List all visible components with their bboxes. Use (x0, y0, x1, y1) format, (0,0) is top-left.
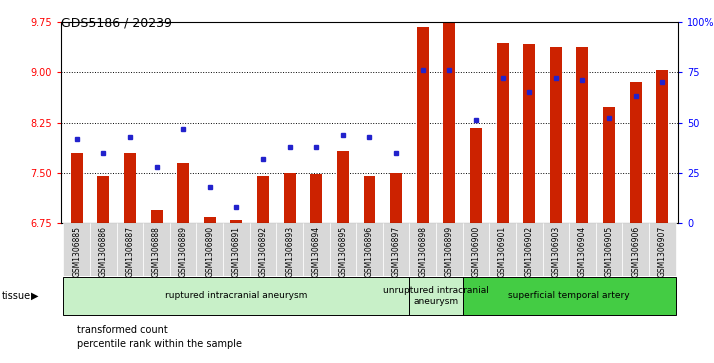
Text: superficial temporal artery: superficial temporal artery (508, 291, 630, 300)
Bar (303, 223, 330, 276)
Bar (443, 22, 456, 223)
Text: GSM1306887: GSM1306887 (126, 226, 134, 277)
Bar (250, 223, 276, 276)
Text: GSM1306898: GSM1306898 (418, 226, 427, 277)
Text: GSM1306889: GSM1306889 (178, 226, 188, 277)
Text: GSM1306896: GSM1306896 (365, 226, 374, 277)
Bar (550, 46, 562, 223)
Bar (116, 223, 144, 276)
Text: GSM1306892: GSM1306892 (258, 226, 268, 277)
Bar (595, 223, 623, 276)
Text: GSM1306886: GSM1306886 (99, 226, 108, 277)
Bar (383, 223, 409, 276)
Text: GSM1306901: GSM1306901 (498, 226, 507, 277)
Bar (356, 223, 383, 276)
Text: GSM1306894: GSM1306894 (312, 226, 321, 277)
Bar (276, 223, 303, 276)
Bar (170, 223, 196, 276)
Bar (436, 223, 463, 276)
Text: GSM1306891: GSM1306891 (232, 226, 241, 277)
Bar (603, 107, 615, 223)
Bar (516, 223, 543, 276)
Bar (311, 174, 322, 223)
Bar (97, 176, 109, 223)
Text: GSM1306906: GSM1306906 (631, 226, 640, 277)
Bar (649, 223, 675, 276)
Bar (630, 82, 642, 223)
Bar (124, 153, 136, 223)
Text: GSM1306888: GSM1306888 (152, 226, 161, 277)
Text: GSM1306900: GSM1306900 (471, 226, 481, 277)
Bar (569, 223, 595, 276)
Text: tissue: tissue (2, 291, 31, 301)
Bar (231, 220, 242, 223)
Text: GSM1306904: GSM1306904 (578, 226, 587, 277)
Bar (223, 223, 250, 276)
Bar (196, 223, 223, 276)
Bar (144, 223, 170, 276)
Text: ▶: ▶ (31, 291, 39, 301)
Bar (363, 176, 376, 223)
Bar (203, 217, 216, 223)
Bar (656, 70, 668, 223)
Bar (523, 44, 536, 223)
Bar (90, 223, 116, 276)
Bar (489, 223, 516, 276)
Bar (390, 173, 402, 223)
Bar (470, 128, 482, 223)
Text: GSM1306885: GSM1306885 (72, 226, 81, 277)
Bar (283, 173, 296, 223)
Bar (623, 223, 649, 276)
Text: ruptured intracranial aneurysm: ruptured intracranial aneurysm (165, 291, 308, 300)
Bar (257, 176, 269, 223)
Bar (417, 27, 428, 223)
Bar (177, 163, 189, 223)
Bar (64, 277, 409, 315)
Bar (71, 153, 83, 223)
Bar (151, 210, 163, 223)
Bar (337, 151, 349, 223)
Bar (409, 277, 463, 315)
Bar (330, 223, 356, 276)
Text: GSM1306893: GSM1306893 (285, 226, 294, 277)
Text: GSM1306899: GSM1306899 (445, 226, 454, 277)
Text: GSM1306902: GSM1306902 (525, 226, 534, 277)
Bar (463, 223, 489, 276)
Text: GSM1306905: GSM1306905 (605, 226, 613, 277)
Bar (409, 223, 436, 276)
Text: unruptured intracranial
aneurysm: unruptured intracranial aneurysm (383, 286, 489, 306)
Text: GDS5186 / 20239: GDS5186 / 20239 (61, 16, 171, 29)
Bar (543, 223, 569, 276)
Text: GSM1306895: GSM1306895 (338, 226, 348, 277)
Text: percentile rank within the sample: percentile rank within the sample (77, 339, 242, 349)
Text: GSM1306897: GSM1306897 (391, 226, 401, 277)
Text: GSM1306907: GSM1306907 (658, 226, 667, 277)
Text: GSM1306890: GSM1306890 (205, 226, 214, 277)
Bar (463, 277, 675, 315)
Bar (64, 223, 90, 276)
Bar (497, 43, 508, 223)
Bar (576, 47, 588, 223)
Text: transformed count: transformed count (77, 325, 168, 335)
Text: GSM1306903: GSM1306903 (551, 226, 560, 277)
